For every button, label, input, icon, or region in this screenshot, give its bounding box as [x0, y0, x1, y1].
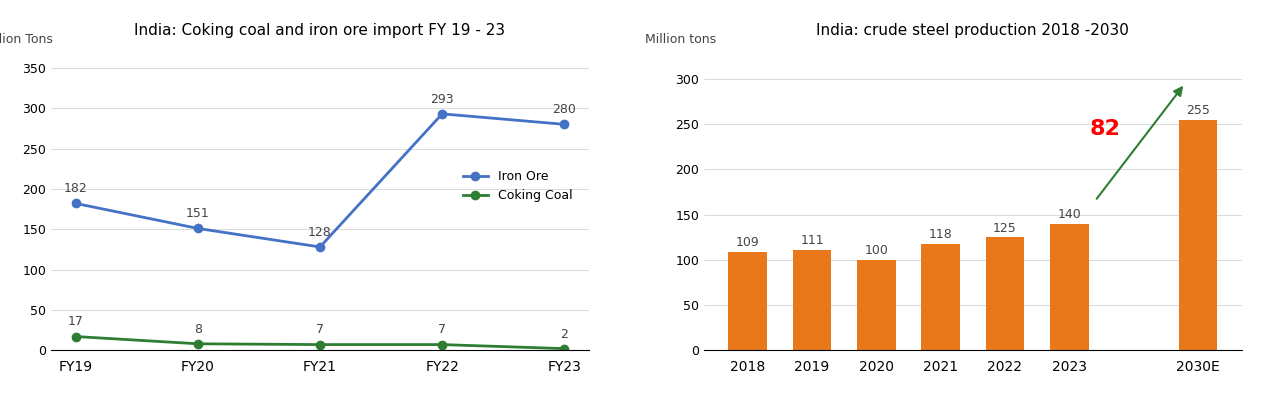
Text: 7: 7	[316, 324, 324, 336]
Text: Million Tons: Million Tons	[0, 33, 54, 46]
Iron Ore	[191, 226, 206, 231]
Text: 7: 7	[438, 324, 447, 336]
Text: 111: 111	[800, 234, 824, 247]
Text: 82: 82	[1089, 119, 1120, 139]
Text: 100: 100	[864, 244, 888, 257]
Coking Coal	[312, 342, 328, 347]
Text: 109: 109	[736, 236, 759, 249]
Text: 182: 182	[64, 182, 87, 195]
Bar	[1179, 119, 1217, 350]
Bar	[1050, 224, 1088, 350]
Coking Coal	[191, 341, 206, 346]
Line: Iron Ore: Iron Ore	[72, 110, 568, 251]
Coking Coal	[434, 342, 449, 347]
Text: 118: 118	[929, 228, 952, 241]
Bar	[728, 252, 767, 350]
Text: 140: 140	[1057, 208, 1082, 221]
Text: 151: 151	[186, 207, 210, 220]
Bar	[922, 244, 960, 350]
Iron Ore	[68, 201, 83, 206]
Text: 2: 2	[561, 328, 568, 341]
Text: 280: 280	[553, 103, 576, 116]
Iron Ore	[434, 111, 449, 116]
Text: 128: 128	[308, 226, 332, 239]
Line: Coking Coal: Coking Coal	[72, 332, 568, 353]
Text: 17: 17	[68, 315, 83, 328]
Text: Million tons: Million tons	[645, 33, 716, 46]
Legend: Iron Ore, Coking Coal: Iron Ore, Coking Coal	[457, 165, 577, 207]
Title: India: Coking coal and iron ore import FY 19 - 23: India: Coking coal and iron ore import F…	[134, 23, 506, 38]
Text: 255: 255	[1187, 104, 1210, 117]
Bar	[986, 237, 1024, 350]
Text: 8: 8	[193, 323, 202, 336]
Title: India: crude steel production 2018 -2030: India: crude steel production 2018 -2030	[817, 23, 1129, 38]
Bar	[858, 260, 896, 350]
Iron Ore	[557, 122, 572, 127]
Text: 125: 125	[993, 222, 1016, 234]
Iron Ore	[312, 245, 328, 250]
Bar	[792, 250, 831, 350]
Coking Coal	[557, 346, 572, 351]
Coking Coal	[68, 334, 83, 339]
Text: 293: 293	[430, 93, 454, 106]
